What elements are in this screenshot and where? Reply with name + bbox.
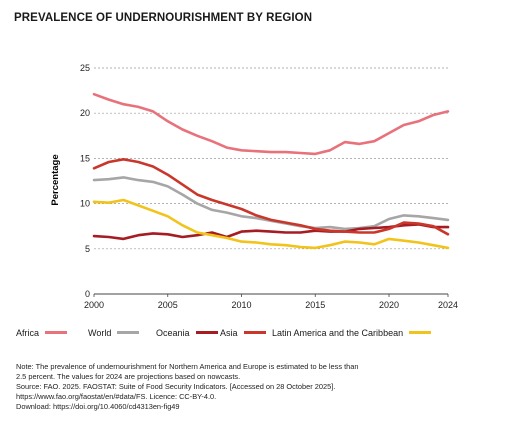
note-line: Source: FAO. 2025. FAOSTAT: Suite of Foo… <box>16 382 336 391</box>
series-line-africa <box>92 92 450 156</box>
legend-swatch <box>117 331 140 335</box>
axes: 0 5 10 15 20 25 2000 2005 2010 2015 2020 2024 <box>80 63 458 310</box>
series-lines <box>92 92 450 250</box>
x-tick-label: 2000 <box>84 300 104 310</box>
note-line: Download: https://doi.org/10.4060/cd4313… <box>16 402 180 411</box>
legend-item: Africa <box>16 327 68 338</box>
legend-swatch <box>409 331 432 335</box>
x-tick-label: 2015 <box>305 300 325 310</box>
note-line: 2.5 percent. The values for 2024 are pro… <box>16 372 241 381</box>
y-tick-label: 15 <box>80 153 90 163</box>
legend-item: World <box>88 327 140 338</box>
chart-title: PREVALENCE OF UNDERNOURISHMENT BY REGION <box>14 12 313 24</box>
legend-swatch <box>45 331 68 335</box>
legend-label: Oceania <box>156 327 190 338</box>
y-axis-label: Percentage <box>50 154 61 205</box>
y-tick-label: 10 <box>80 199 90 209</box>
note-line: https://www.fao.org/faostat/en/#data/FS.… <box>16 392 217 401</box>
legend-label: Latin America and the Caribbean <box>272 327 404 338</box>
y-tick-label: 20 <box>80 108 90 118</box>
legend-label: World <box>88 327 112 338</box>
chart-notes: Note: The prevalence of undernourishment… <box>16 362 504 412</box>
legend-label: Africa <box>16 327 40 338</box>
y-tick-label: 25 <box>80 63 90 73</box>
y-tick-label: 5 <box>85 244 90 254</box>
legend-item: Oceania <box>156 327 218 338</box>
grid-lines <box>94 67 448 250</box>
x-tick-label: 2010 <box>231 300 251 310</box>
legend-item: Asia <box>220 327 266 338</box>
legend-swatch <box>195 331 218 335</box>
legend-swatch <box>243 331 266 335</box>
note-line: Note: The prevalence of undernourishment… <box>16 362 359 371</box>
series-line-oceania <box>92 223 450 241</box>
legend-item: Latin America and the Caribbean <box>272 327 432 338</box>
legend: Africa World Oceania Asia Latin America and … <box>16 327 496 341</box>
series-line-asia <box>92 158 450 236</box>
legend-label: Asia <box>220 327 238 338</box>
y-tick-label: 0 <box>85 289 90 299</box>
series-line-latin-america-and-the-caribbean <box>92 198 450 250</box>
x-tick-label: 2020 <box>379 300 399 310</box>
x-tick-label: 2024 <box>438 300 458 310</box>
line-chart: 0 5 10 15 20 25 2000 2005 2010 2015 2020 2024 Perce… <box>50 63 458 310</box>
x-tick-label: 2005 <box>158 300 178 310</box>
